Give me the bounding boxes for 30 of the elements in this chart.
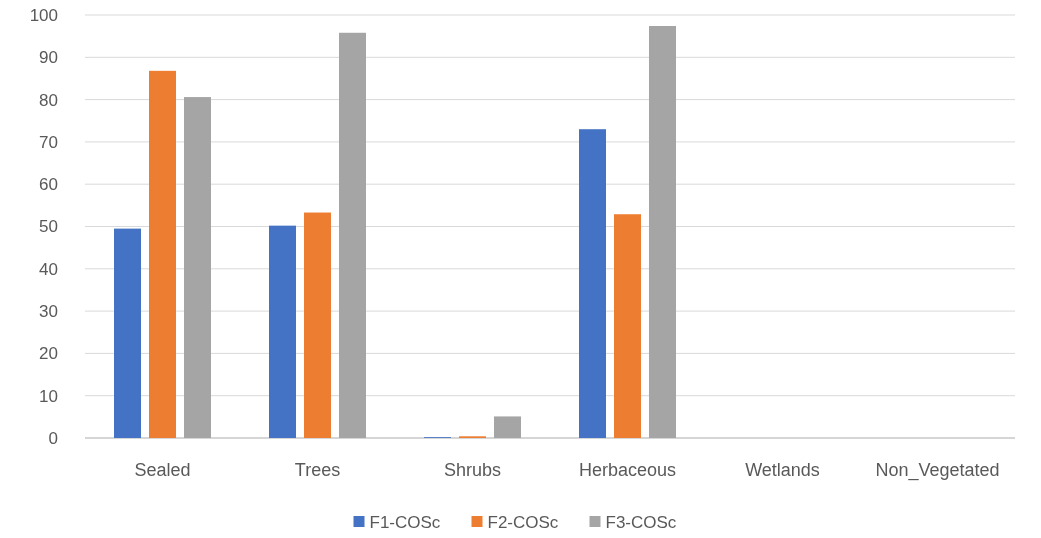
y-tick-label: 0 [48, 428, 58, 448]
legend-label: F1-COSc [369, 512, 441, 532]
legend-label: F2-COSc [487, 512, 559, 532]
bar [339, 32, 366, 438]
y-tick-label: 20 [39, 344, 58, 364]
y-tick-label: 30 [39, 302, 58, 322]
bar [614, 214, 641, 438]
y-tick-label: 100 [29, 5, 58, 25]
bar [184, 97, 211, 438]
x-tick-label: Wetlands [745, 460, 820, 480]
x-tick-label: Trees [294, 460, 341, 480]
bar [114, 228, 141, 438]
x-tick-label: Herbaceous [578, 460, 677, 480]
bar [579, 129, 606, 438]
y-tick-label: 10 [39, 386, 58, 406]
x-tick-label: Non_Vegetated [875, 460, 1000, 481]
x-tick-label: Sealed [134, 460, 191, 480]
y-tick-label: 40 [39, 259, 58, 279]
bar [149, 70, 176, 438]
bar [304, 212, 331, 438]
y-tick-label: 70 [39, 132, 58, 152]
bar [494, 416, 521, 438]
x-tick-label: Shrubs [443, 460, 502, 480]
y-tick-label: 60 [39, 175, 58, 195]
legend-label: F3-COSc [605, 512, 677, 532]
y-tick-label: 50 [39, 217, 58, 237]
bar [649, 26, 676, 438]
bar [269, 225, 296, 438]
y-tick-label: 80 [39, 90, 58, 110]
y-tick-label: 90 [39, 48, 58, 68]
